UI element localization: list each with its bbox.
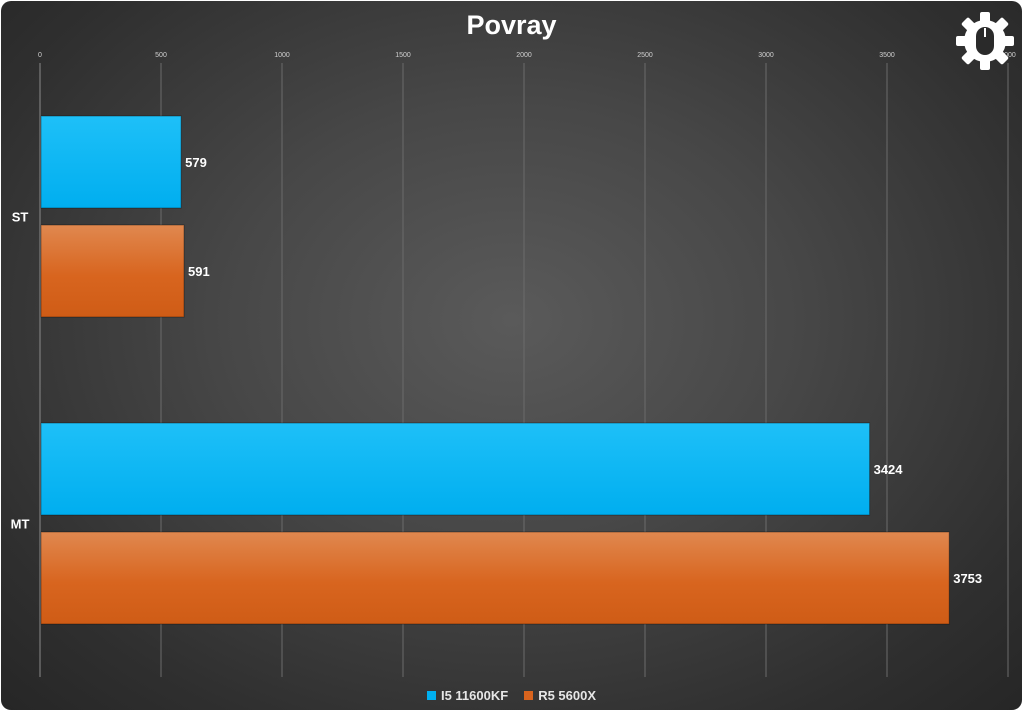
data-label: 3753	[953, 571, 982, 586]
legend-item: R5 5600X	[524, 688, 596, 703]
bar-i5-11600kf	[40, 422, 871, 516]
x-tick-label: 4000	[1000, 52, 1016, 59]
x-tick-label: 3500	[879, 52, 895, 59]
legend: I5 11600KF R5 5600X	[1, 688, 1022, 703]
data-label: 579	[185, 155, 207, 170]
logo	[953, 9, 1017, 73]
x-tick-label: 500	[155, 52, 167, 59]
data-label: 3424	[874, 462, 904, 477]
x-tick-label: 3000	[758, 52, 774, 59]
bar-r5-5600x	[40, 224, 185, 318]
bar-i5-11600kf	[40, 115, 182, 209]
gear-mouse-icon	[956, 12, 1014, 70]
x-tick-label: 2000	[516, 52, 532, 59]
legend-swatch	[426, 691, 436, 700]
x-tick-label: 0	[38, 52, 42, 59]
category-label: MT	[11, 517, 30, 532]
x-tick-label: 1000	[274, 52, 290, 59]
legend-label: R5 5600X	[538, 688, 597, 703]
legend-swatch	[524, 691, 534, 700]
data-label: 591	[188, 264, 210, 279]
legend-label: I5 11600KF	[440, 688, 509, 703]
bar-r5-5600x	[40, 531, 950, 625]
x-tick-label: 1500	[395, 52, 411, 59]
x-tick-label: 2500	[637, 52, 653, 59]
category-label: ST	[12, 210, 29, 225]
legend-item: I5 11600KF	[426, 688, 509, 703]
chart-title: Povray	[466, 10, 557, 40]
